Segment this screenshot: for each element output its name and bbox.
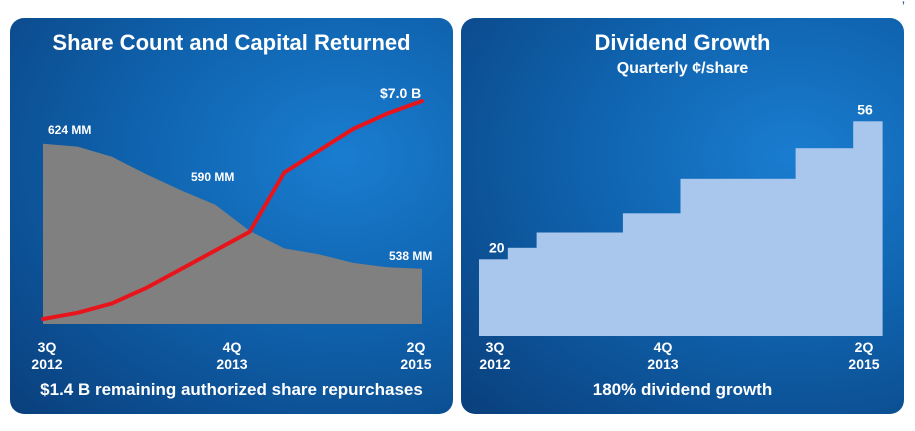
dividend-bar: [622, 213, 653, 336]
dividend-bar: [766, 178, 797, 336]
dividend-bar: [507, 247, 538, 336]
x-tick-2q-2015-q: 2Q: [407, 339, 426, 355]
label-first-dividend: 20: [489, 239, 505, 255]
label-start-share-count: 624 MM: [48, 123, 91, 137]
share-count-area: [43, 143, 422, 324]
corner-mark: ’: [901, 0, 905, 14]
dividend-bar: [479, 259, 509, 336]
share-count-chart: 624 MM 590 MM 538 MM $7.0 B 3Q 2012 4Q 2…: [31, 85, 432, 372]
x-tick-2q-2015-year: 2015: [400, 356, 431, 372]
dividend-bar: [565, 232, 595, 336]
dividend-bar: [738, 178, 768, 336]
dividend-growth-chart: 20 56 3Q 2012 4Q 2013 2Q 2015: [479, 101, 883, 372]
dividend-bars: [479, 121, 883, 336]
share-count-footer: $1.4 B remaining authorized share repurc…: [40, 380, 423, 399]
dividend-bar: [795, 148, 825, 336]
dividend-bar: [680, 178, 710, 336]
x-tick-3q-2012-q: 3Q: [38, 339, 57, 355]
dividend-bar: [651, 213, 682, 336]
div-x-tick-4q-2013-q: 4Q: [654, 339, 673, 355]
dividend-bar: [853, 121, 883, 336]
div-x-tick-3q-2012-q: 3Q: [486, 339, 505, 355]
div-x-tick-3q-2012-year: 2012: [479, 356, 510, 372]
dividend-growth-title: Dividend Growth: [594, 30, 771, 55]
capital-returned-line: [41, 99, 424, 321]
share-count-title: Share Count and Capital Returned: [52, 30, 411, 55]
label-capital-returned: $7.0 B: [380, 85, 421, 101]
label-end-share-count: 538 MM: [389, 249, 432, 263]
share-count-panel: Share Count and Capital Returned 624 MM …: [10, 18, 453, 414]
div-x-tick-2q-2015-q: 2Q: [855, 339, 874, 355]
div-x-tick-2q-2015-year: 2015: [848, 356, 879, 372]
dividend-bar: [594, 232, 624, 336]
dividend-bar: [536, 232, 566, 336]
dividend-bar: [709, 178, 739, 336]
x-tick-4q-2013-q: 4Q: [223, 339, 242, 355]
dividend-growth-panel: Dividend Growth Quarterly ¢/share 20 56 …: [461, 18, 904, 414]
dividend-bar: [824, 148, 854, 336]
label-mid-share-count: 590 MM: [191, 170, 234, 184]
dividend-growth-footer: 180% dividend growth: [592, 380, 773, 399]
x-tick-3q-2012-year: 2012: [31, 356, 62, 372]
x-tick-4q-2013-year: 2013: [216, 356, 247, 372]
label-last-dividend: 56: [857, 101, 873, 117]
div-x-tick-4q-2013-year: 2013: [647, 356, 678, 372]
dividend-growth-subtitle: Quarterly ¢/share: [616, 60, 749, 77]
